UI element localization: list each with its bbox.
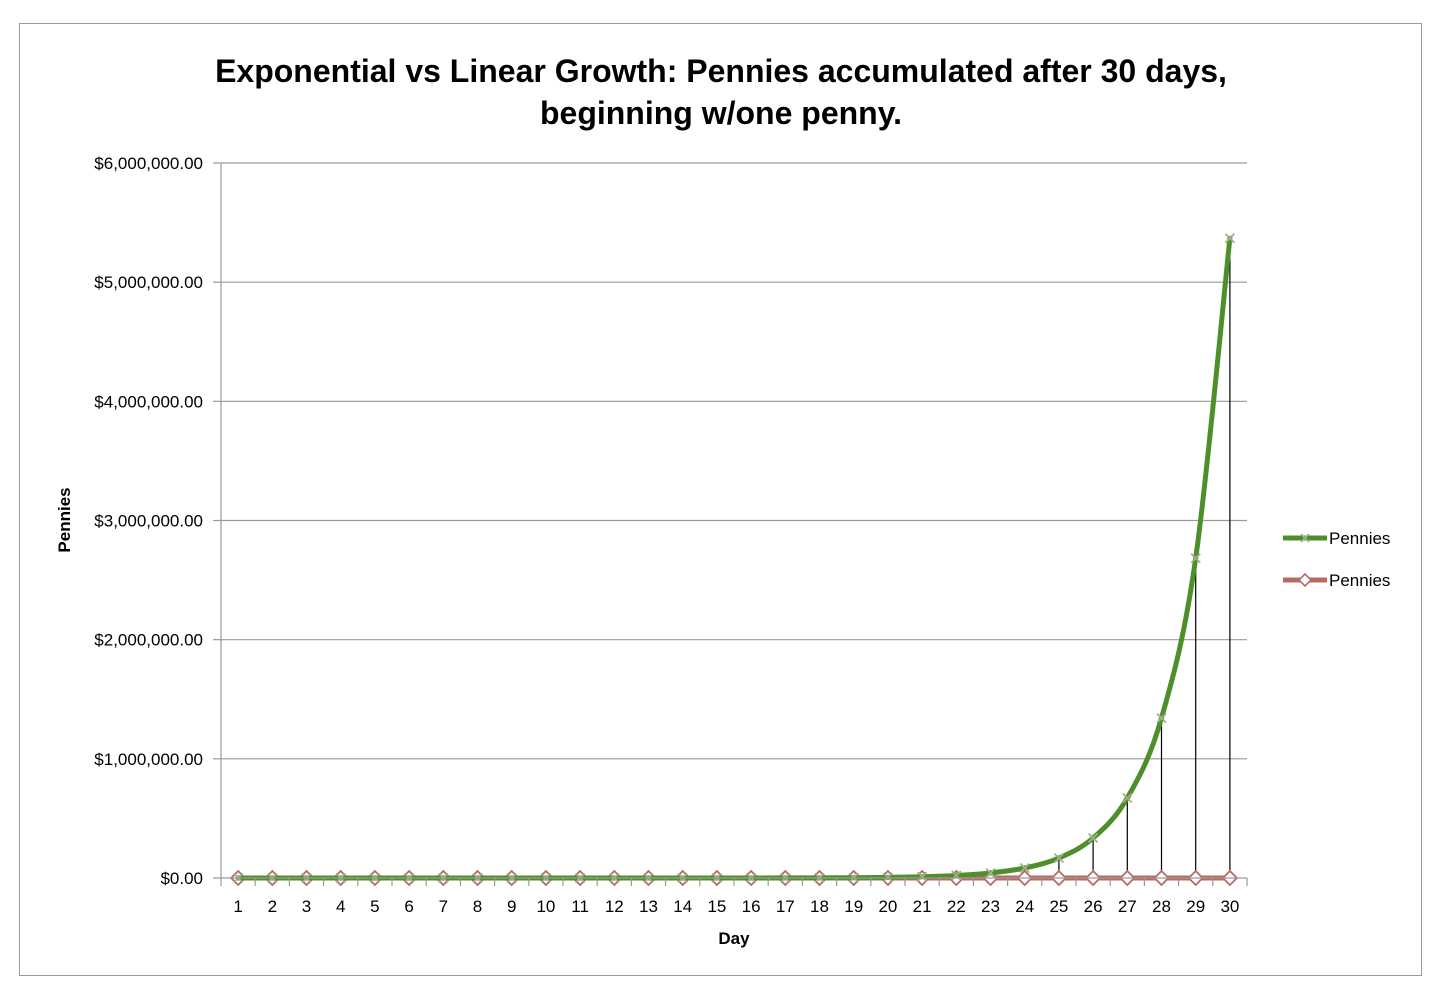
series-line [235,235,1233,881]
x-tick-label: 13 [639,897,658,916]
x-marker-stroke [985,867,996,879]
x-tick-label: 9 [507,897,516,916]
x-tick-label: 16 [742,897,761,916]
legend-item-2: Pennies [1283,571,1390,590]
x-marker-stroke [1087,832,1099,844]
axes [220,163,1248,886]
x-tick-label: 3 [302,897,311,916]
y-tick-labels: $0.00 $1,000,000.00 $2,000,000.00 $3,000,00… [94,154,203,888]
x-tick-label: 19 [844,897,863,916]
x-marker-stroke [882,872,894,883]
y-tick-label: $2,000,000.00 [94,631,203,650]
x-tick-label: 6 [404,897,413,916]
legend: Pennies Pennies [1283,529,1390,590]
chart-frame [19,23,1422,976]
legend-marker-diamond [1297,572,1313,588]
data-point-x [916,871,928,882]
data-point-x [1053,852,1065,864]
data-point-x [985,867,996,879]
x-tick-label: 12 [605,897,624,916]
series-lines [229,233,1239,887]
x-tick-label: 17 [776,897,795,916]
x-tick-label: 25 [1049,897,1068,916]
drop-lines [955,238,1231,878]
y-tick-label: $6,000,000.00 [94,154,203,173]
x-tick-label: 22 [947,897,966,916]
x-tick-label: 2 [268,897,277,916]
x-tick-label: 8 [473,897,482,916]
data-point-x [1156,712,1167,724]
data-point-x [1190,552,1201,564]
chart-title-line-1: Exponential vs Linear Growth: Pennies ac… [215,53,1227,89]
x-marker-stroke [1053,852,1065,864]
x-tick-label: 20 [878,897,897,916]
x-tick-label: 11 [571,897,589,916]
x-tick-labels: 1 2 3 4 5 6 7 8 9 10 11 12 13 14 15 16 17 18 19 20 21 22 23 24 2… [233,897,1239,916]
x-tick-label: 23 [981,897,1000,916]
series-1 [232,233,1236,884]
chart-title-line-2: beginning w/one penny. [540,95,902,131]
x-tick-label: 28 [1152,897,1171,916]
x-tick-label: 26 [1084,897,1103,916]
x-marker-stroke [1019,862,1030,874]
legend-label: Pennies [1329,571,1390,590]
data-point-x [1224,233,1236,244]
x-marker-stroke [1224,233,1236,244]
x-tick-label: 18 [810,897,829,916]
x-tick-label: 21 [913,897,932,916]
y-tick-label: $4,000,000.00 [94,392,203,411]
x-tick-label: 5 [370,897,379,916]
legend-marker-x [1300,533,1310,543]
x-tick-label: 4 [336,897,345,916]
y-tick-label: $0.00 [160,869,203,888]
data-point-x [1087,832,1099,844]
y-tick-label: $5,000,000.00 [94,273,203,292]
x-marker-stroke [1156,712,1167,724]
gridlines [213,162,1247,879]
y-tick-label: $3,000,000.00 [94,512,203,531]
x-tick-label: 7 [439,897,448,916]
x-tick-label: 10 [536,897,555,916]
data-point-x [1019,862,1030,874]
data-point-x [882,872,894,883]
data-point-x [1122,792,1133,804]
x-tick-label: 14 [673,897,692,916]
x-tick-label: 29 [1186,897,1205,916]
legend-item-1: Pennies [1283,529,1390,548]
x-tick-label: 1 [233,897,242,916]
x-marker-stroke [1190,552,1201,564]
y-axis-label: Pennies [55,487,74,552]
x-tick-label: 30 [1220,897,1239,916]
x-marker-stroke [916,871,928,882]
x-tick-label: 24 [1015,897,1034,916]
y-tick-label: $1,000,000.00 [94,750,203,769]
x-tick-label: 27 [1118,897,1137,916]
x-axis-label: Day [718,929,750,948]
x-tick-label: 15 [707,897,726,916]
legend-label: Pennies [1329,529,1390,548]
x-marker-stroke [1122,792,1133,804]
